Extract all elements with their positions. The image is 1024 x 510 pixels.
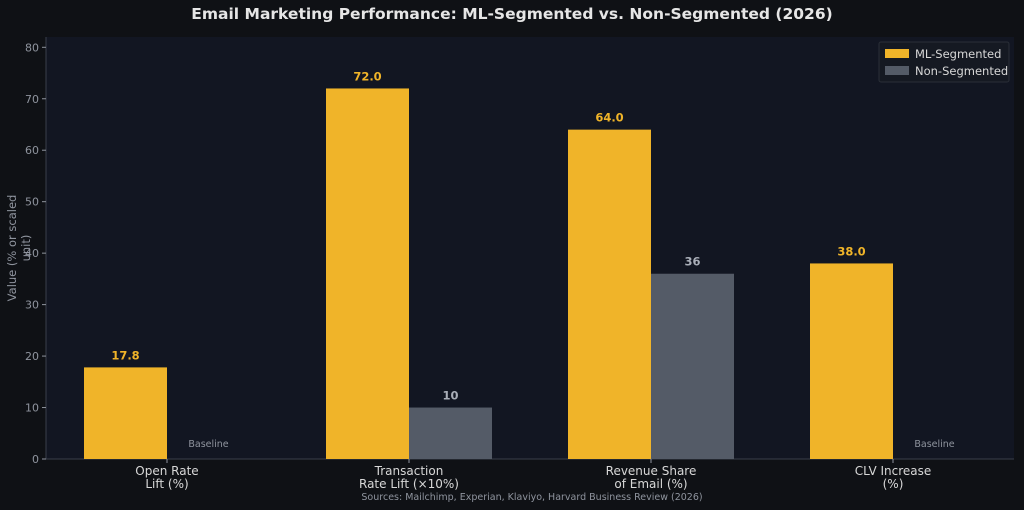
bar-value-label: 36 [684,255,700,269]
bar-ml-segmented [568,129,651,459]
bar-value-label: 38.0 [837,244,865,258]
y-tick-label: 40 [25,247,39,260]
x-tick-label: CLV Increase [855,464,932,478]
y-tick-label: 10 [25,402,39,415]
bar-ml-segmented [810,263,893,459]
y-tick-label: 70 [25,93,39,106]
y-tick-label: 50 [25,196,39,209]
bar-value-label: 10 [442,389,458,403]
y-tick-label: 30 [25,299,39,312]
x-tick-label: Open Rate [135,464,198,478]
bar-ml-segmented [326,88,409,460]
y-tick-label: 0 [32,453,39,466]
bar-non-segmented [409,407,492,459]
source-note: Sources: Mailchimp, Experian, Klaviyo, H… [361,492,703,503]
x-tick-label: Revenue Share [606,464,697,478]
y-tick-label: 60 [25,144,39,157]
x-tick-label: Rate Lift (×10%) [359,477,459,491]
x-tick-label: of Email (%) [614,477,687,491]
bar-ml-segmented [84,367,167,459]
legend-swatch [885,66,909,75]
bar-value-label: 72.0 [353,69,381,83]
x-tick-label: Transaction [374,464,444,478]
bar-value-label: 17.8 [111,348,139,362]
legend-label: Non-Segmented [915,64,1008,78]
legend-box [878,41,1010,83]
bar-value-label: 64.0 [595,111,623,125]
y-tick-label: 80 [25,41,39,54]
legend-swatch [885,49,909,58]
x-tick-label: (%) [883,477,904,491]
y-tick-label: 20 [25,350,39,363]
legend-label: ML-Segmented [915,47,1001,61]
chart-title: Email Marketing Performance: ML-Segmente… [191,5,833,23]
bar-non-segmented [651,273,734,459]
x-tick-label: Lift (%) [145,477,188,491]
baseline-label: Baseline [914,439,954,450]
baseline-label: Baseline [188,439,228,450]
